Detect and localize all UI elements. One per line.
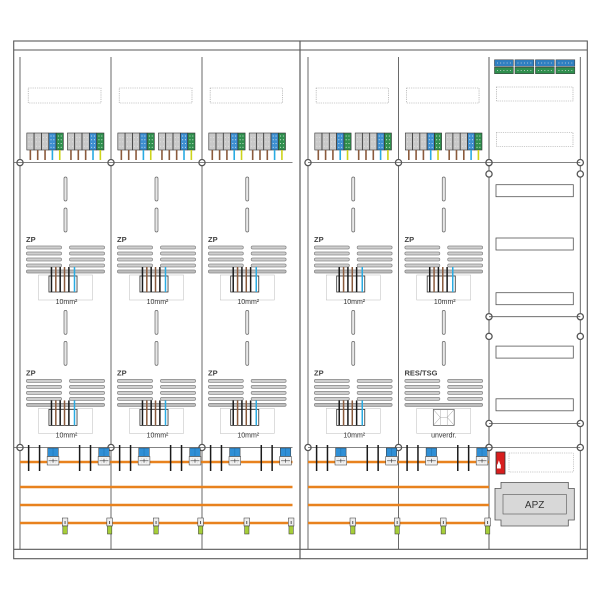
svg-text:10mm²: 10mm² (147, 432, 169, 439)
svg-text:10mm²: 10mm² (343, 299, 365, 306)
svg-text:ZP: ZP (405, 235, 415, 244)
svg-text:10mm²: 10mm² (56, 299, 78, 306)
svg-text:10mm²: 10mm² (237, 299, 259, 306)
svg-text:10mm²: 10mm² (56, 432, 78, 439)
svg-text:ZP: ZP (26, 368, 36, 377)
svg-text:ZP: ZP (314, 235, 324, 244)
svg-text:10mm²: 10mm² (343, 432, 365, 439)
svg-text:10mm²: 10mm² (237, 432, 259, 439)
svg-text:ZP: ZP (26, 235, 36, 244)
svg-text:ZP: ZP (117, 235, 127, 244)
svg-text:APZ: APZ (525, 500, 544, 511)
svg-text:ZP: ZP (117, 368, 127, 377)
svg-text:RES/TSG: RES/TSG (405, 368, 438, 377)
svg-text:unverdr.: unverdr. (431, 432, 456, 439)
svg-text:ZP: ZP (208, 368, 218, 377)
svg-text:ZP: ZP (314, 368, 324, 377)
svg-text:10mm²: 10mm² (434, 299, 456, 306)
svg-text:10mm²: 10mm² (147, 299, 169, 306)
svg-text:ZP: ZP (208, 235, 218, 244)
